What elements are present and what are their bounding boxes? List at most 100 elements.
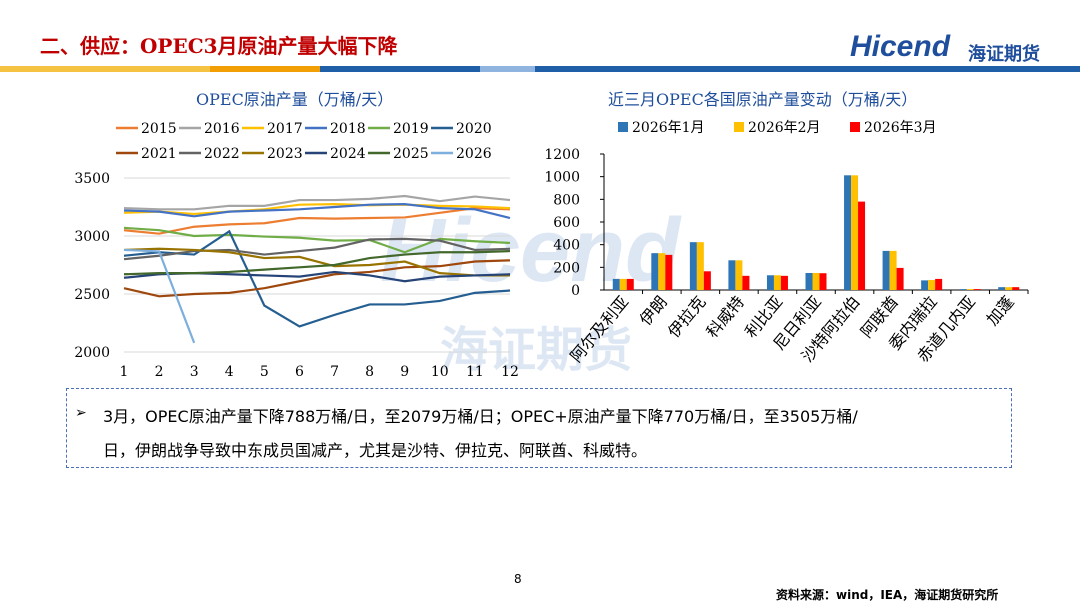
x-tick-label: 5 <box>260 364 269 380</box>
line-chart-title: OPEC原油产量（万桶/天） <box>196 90 394 109</box>
bar-科威特-2026年2月 <box>735 260 743 290</box>
bar-利比亚-2026年2月 <box>773 275 781 290</box>
bar-赤道几内亚-2026年2月 <box>966 289 974 290</box>
category-label: 伊拉克 <box>664 292 709 341</box>
bar-阿联酋-2026年1月 <box>882 250 890 290</box>
bar-加蓬-2026年3月 <box>1012 287 1020 290</box>
y-tick-label: 1000 <box>544 170 580 186</box>
bar-赤道几内亚-2026年1月 <box>959 289 967 290</box>
bar-加蓬-2026年2月 <box>1005 287 1013 290</box>
bullet-arrow-icon: ➢ <box>75 405 87 421</box>
bar-伊朗-2026年3月 <box>665 254 673 290</box>
legend-label-2026年1月: 2026年1月 <box>632 120 705 136</box>
legend-swatch-2026年2月 <box>734 122 744 132</box>
brand-logo: Hicend 海证期货 <box>850 26 1060 66</box>
category-label: 伊朗 <box>636 292 671 329</box>
legend-label-2017: 2017 <box>267 121 303 137</box>
bar-沙特阿拉伯-2026年2月 <box>851 175 859 290</box>
source-note: 资料来源：wind，IEA，海证期货研究所 <box>776 588 999 602</box>
series-line-2018 <box>123 202 511 220</box>
legend-label-2015: 2015 <box>141 121 177 137</box>
page-title: 二、供应：OPEC3月原油产量大幅下降 <box>40 34 398 58</box>
bar-委内瑞拉-2026年2月 <box>928 280 936 290</box>
summary-box: ➢ 3月，OPEC原油产量下降788万桶/日，至2079万桶/日；OPEC+原油… <box>66 388 1012 468</box>
legend-swatch-2026年1月 <box>618 122 628 132</box>
legend-label-2018: 2018 <box>330 121 366 137</box>
opec-country-bar-chart: 2026年1月 2026年2月 2026年3月 0 200 400 600 800 1000 12… <box>544 120 1029 366</box>
y-tick-label: 200 <box>553 260 580 276</box>
y-tick-label: 3000 <box>74 229 110 245</box>
legend-swatch-2026年3月 <box>850 122 860 132</box>
bar-阿尔及利亚-2026年3月 <box>626 278 634 290</box>
bar-伊拉克-2026年2月 <box>696 242 704 290</box>
series-line-2021 <box>123 259 511 298</box>
bar-伊朗-2026年1月 <box>651 253 659 290</box>
x-tick-label: 9 <box>400 364 409 380</box>
bar-加蓬-2026年1月 <box>998 287 1006 290</box>
bar-阿尔及利亚-2026年2月 <box>619 278 627 290</box>
bar-科威特-2026年3月 <box>742 275 750 290</box>
y-tick-label: 2000 <box>74 345 110 361</box>
bar-科威特-2026年1月 <box>728 260 736 290</box>
logo-chinese-name: 海证期货 <box>968 44 1040 65</box>
bar-阿联酋-2026年2月 <box>889 250 897 290</box>
bar-委内瑞拉-2026年1月 <box>921 280 929 290</box>
legend-label-2020: 2020 <box>456 121 492 137</box>
series-line-2023 <box>123 247 510 277</box>
legend-label-2016: 2016 <box>204 121 240 137</box>
y-tick-label: 2500 <box>74 287 110 303</box>
bar-赤道几内亚-2026年3月 <box>973 289 981 290</box>
series-line-2022 <box>123 237 511 261</box>
legend-label-2026年2月: 2026年2月 <box>748 120 821 136</box>
legend-label-2026: 2026 <box>456 146 492 162</box>
legend-label-2026年3月: 2026年3月 <box>864 120 937 136</box>
logo-text: Hicend <box>850 30 951 63</box>
bar-尼日利亚-2026年3月 <box>819 273 827 290</box>
x-tick-label: 11 <box>466 364 484 380</box>
series-line-2020 <box>123 229 511 328</box>
summary-line-1: 3月，OPEC原油产量下降788万桶/日，至2079万桶/日；OPEC+原油产量… <box>103 407 858 426</box>
y-tick-label: 400 <box>553 238 580 254</box>
bar-利比亚-2026年3月 <box>780 275 788 290</box>
bar-阿尔及利亚-2026年1月 <box>612 278 620 290</box>
bar-利比亚-2026年1月 <box>766 275 774 290</box>
bar-chart-title: 近三月OPEC各国原油产量变动（万桶/天） <box>608 90 918 109</box>
y-tick-label: 1200 <box>544 147 580 163</box>
x-tick-label: 1 <box>120 364 129 380</box>
bar-沙特阿拉伯-2026年3月 <box>858 201 866 290</box>
y-tick-label: 800 <box>553 192 580 208</box>
legend-label-2025: 2025 <box>393 146 429 162</box>
bar-尼日利亚-2026年2月 <box>812 273 820 290</box>
bar-伊拉克-2026年3月 <box>703 271 711 290</box>
legend-label-2022: 2022 <box>204 146 240 162</box>
category-label: 阿尔及利亚 <box>566 292 632 366</box>
series-line-2026 <box>123 248 196 344</box>
x-tick-label: 3 <box>190 364 199 380</box>
y-tick-label: 3500 <box>74 171 110 187</box>
legend-label-2021: 2021 <box>141 146 177 162</box>
x-tick-label: 4 <box>225 364 234 380</box>
x-tick-label: 6 <box>295 364 304 380</box>
bar-委内瑞拉-2026年3月 <box>935 278 943 290</box>
bar-伊拉克-2026年1月 <box>689 242 697 290</box>
bar-尼日利亚-2026年1月 <box>805 273 813 290</box>
x-tick-label: 7 <box>330 364 339 380</box>
y-tick-label: 0 <box>571 283 580 299</box>
category-label: 科威特 <box>703 292 748 341</box>
legend-label-2019: 2019 <box>393 121 429 137</box>
x-tick-label: 2 <box>155 364 164 380</box>
series-line-2016 <box>123 194 511 211</box>
series-line-2017 <box>123 202 511 216</box>
bar-伊朗-2026年2月 <box>658 253 666 290</box>
header-divider <box>0 66 1080 74</box>
legend-label-2024: 2024 <box>330 146 366 162</box>
series-line-2019 <box>123 226 511 254</box>
bar-阿联酋-2026年3月 <box>896 267 904 290</box>
series-line-2015 <box>123 207 511 235</box>
y-tick-label: 600 <box>553 215 580 231</box>
x-tick-label: 8 <box>365 364 374 380</box>
x-tick-label: 12 <box>501 364 519 380</box>
x-tick-label: 10 <box>431 364 449 380</box>
legend-label-2023: 2023 <box>267 146 303 162</box>
